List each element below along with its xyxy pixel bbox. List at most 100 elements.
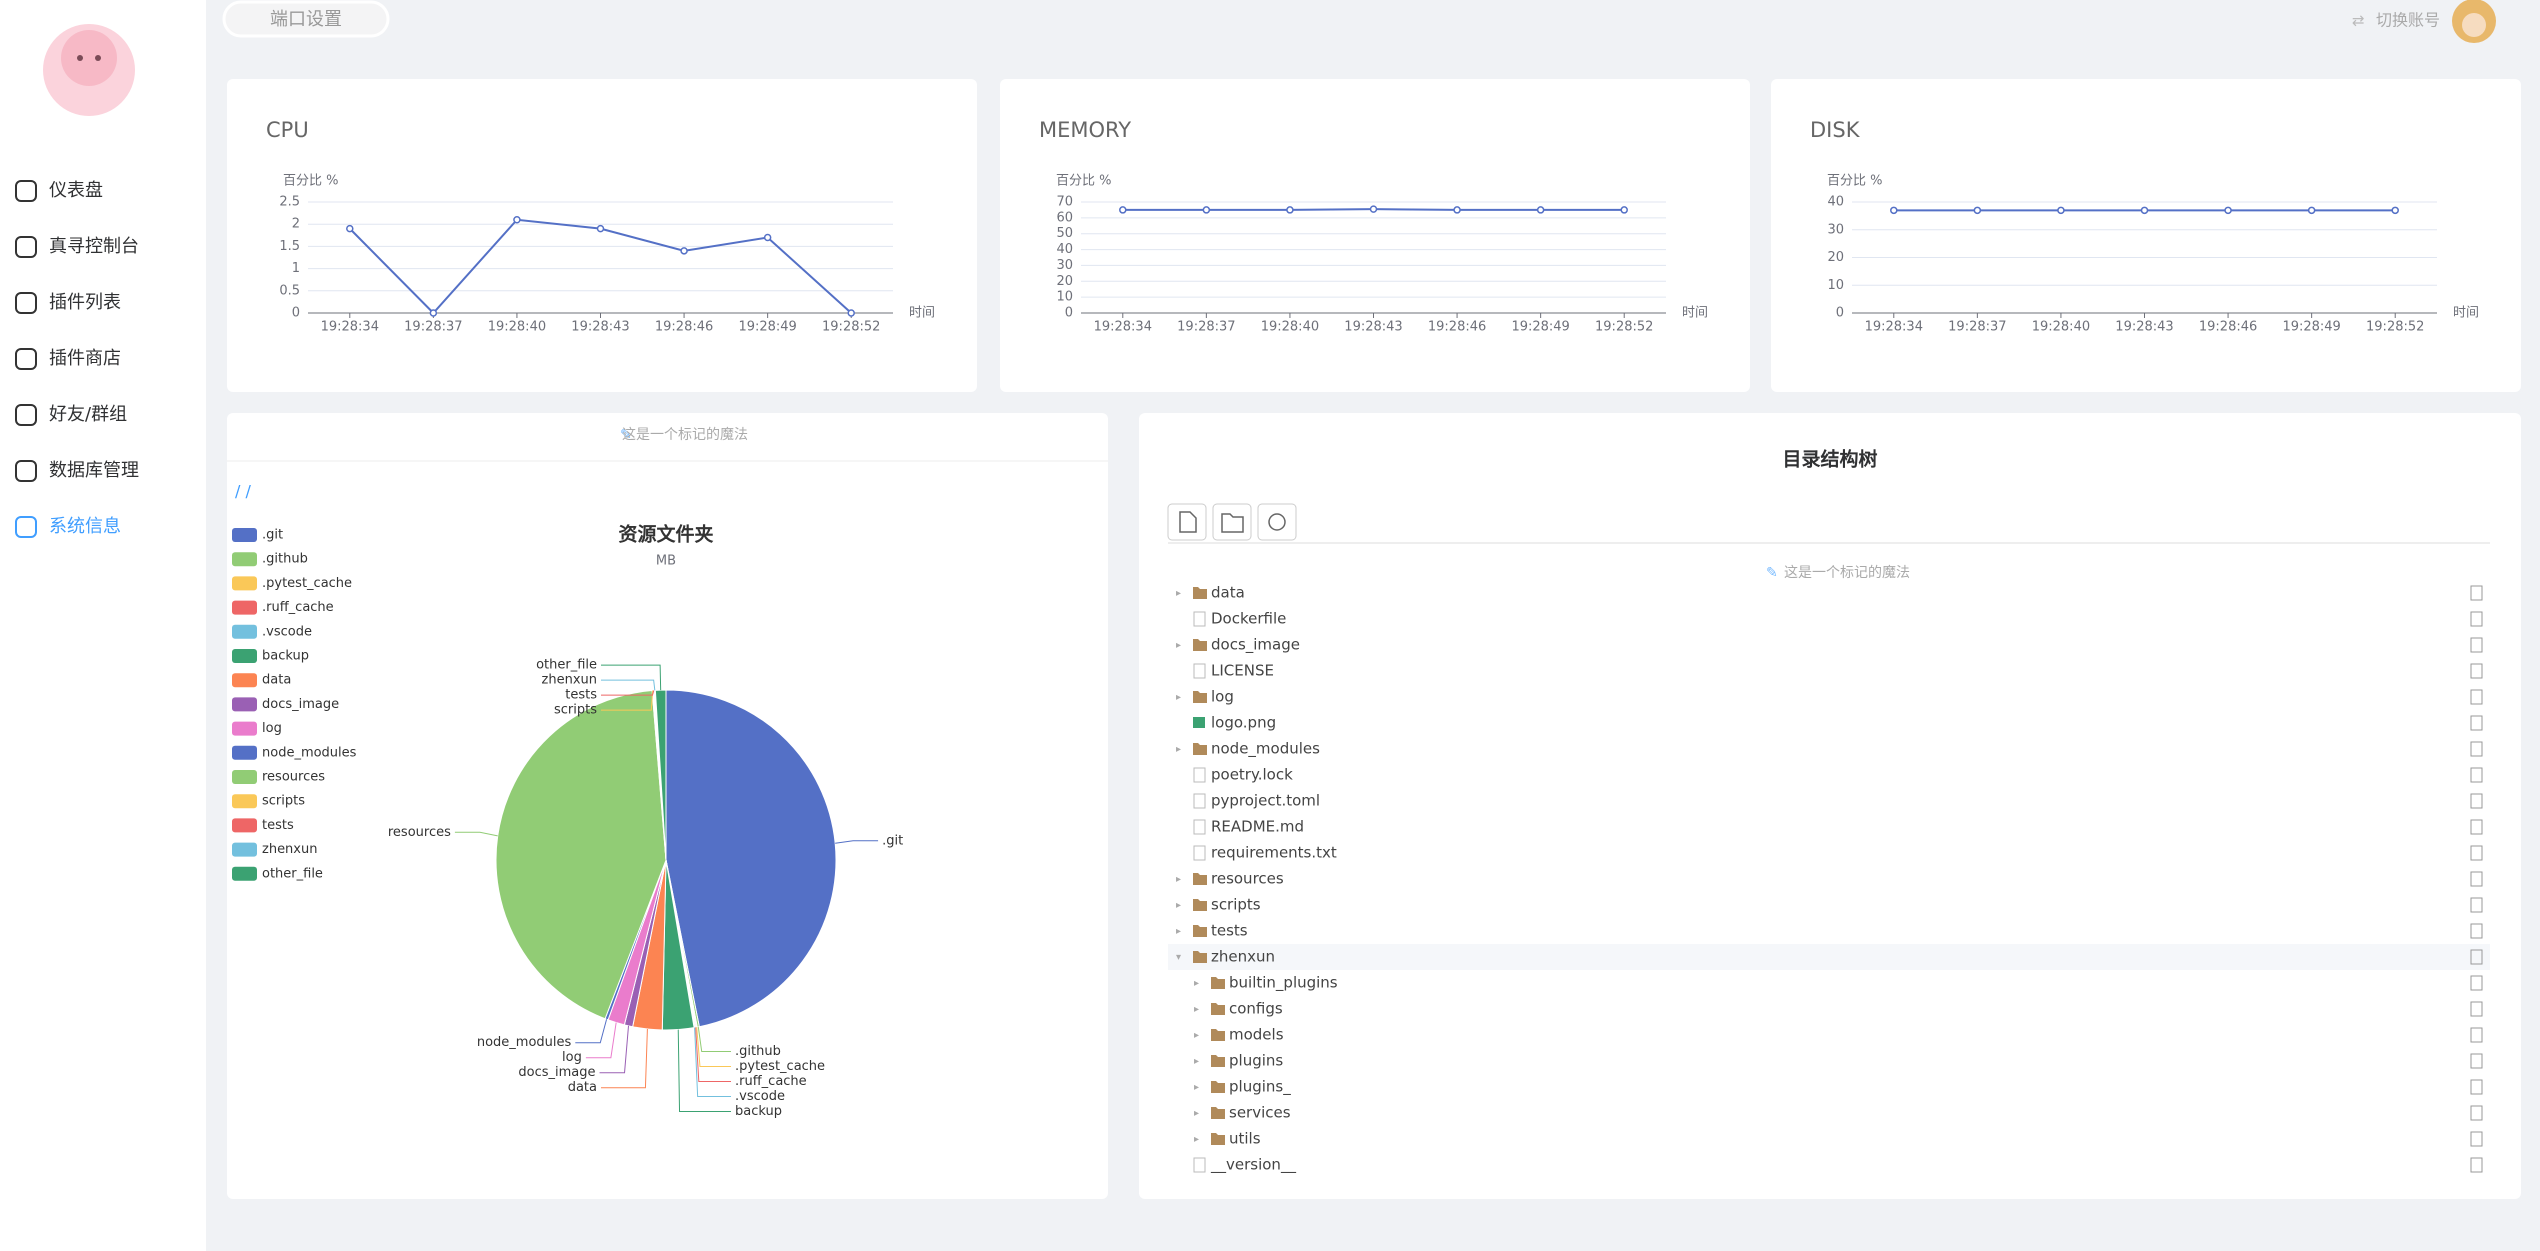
new-file-button[interactable] bbox=[1167, 503, 1207, 541]
folder-icon bbox=[1193, 873, 1207, 885]
menu-icon bbox=[15, 516, 37, 538]
legend-label[interactable]: .vscode bbox=[262, 624, 312, 639]
legend-label[interactable]: .github bbox=[262, 552, 308, 567]
tree-item[interactable]: models bbox=[1229, 1026, 1284, 1044]
label-line bbox=[585, 1022, 617, 1059]
x-tick-label: 19:28:37 bbox=[1177, 320, 1235, 335]
tree-item[interactable]: tests bbox=[1211, 922, 1248, 940]
legend-label[interactable]: tests bbox=[262, 818, 294, 833]
row-action[interactable] bbox=[2470, 871, 2483, 887]
menu-item[interactable]: 插件商店 bbox=[49, 348, 121, 369]
row-action[interactable] bbox=[2470, 897, 2483, 913]
row-action[interactable] bbox=[2470, 585, 2483, 601]
row-action[interactable] bbox=[2470, 1131, 2483, 1147]
folder-icon bbox=[1193, 925, 1207, 937]
row-action[interactable] bbox=[2470, 923, 2483, 939]
legend-label[interactable]: .pytest_cache bbox=[262, 576, 352, 591]
row-action[interactable] bbox=[2470, 1027, 2483, 1043]
tree-item[interactable]: poetry.lock bbox=[1211, 766, 1293, 784]
tree-item[interactable]: LICENSE bbox=[1211, 662, 1274, 680]
legend-label[interactable]: resources bbox=[262, 770, 325, 785]
pie-slice bbox=[665, 689, 837, 1028]
y-tick-label: 20 bbox=[1827, 250, 1844, 265]
menu-item[interactable]: 好友/群组 bbox=[49, 404, 127, 425]
chart-card bbox=[1771, 79, 2521, 392]
legend-label[interactable]: log bbox=[262, 721, 282, 736]
point bbox=[596, 224, 605, 233]
row-action[interactable] bbox=[2470, 611, 2483, 627]
row-action[interactable] bbox=[2470, 1001, 2483, 1017]
menu-item[interactable]: 插件列表 bbox=[49, 292, 121, 313]
row-action[interactable] bbox=[2470, 1157, 2483, 1173]
x-tick-label: 19:28:34 bbox=[1094, 320, 1152, 335]
row-action[interactable] bbox=[2470, 793, 2483, 809]
chart-title: DISK bbox=[1810, 118, 1861, 142]
new-folder-button[interactable] bbox=[1212, 503, 1252, 541]
point bbox=[1620, 206, 1628, 214]
menu-item[interactable]: 仪表盘 bbox=[49, 180, 103, 201]
row-action[interactable] bbox=[2470, 767, 2483, 783]
avatar-face bbox=[2462, 13, 2486, 37]
tree-item[interactable]: requirements.txt bbox=[1211, 844, 1337, 862]
legend-label[interactable]: other_file bbox=[262, 866, 323, 881]
x-tick-label: 19:28:46 bbox=[2199, 320, 2257, 335]
folder-icon bbox=[1193, 743, 1207, 755]
x-tick-label: 19:28:43 bbox=[571, 320, 629, 335]
tree-item[interactable]: Dockerfile bbox=[1211, 610, 1286, 628]
port-button[interactable] bbox=[222, 0, 390, 38]
tree-item[interactable]: pyproject.toml bbox=[1211, 792, 1320, 810]
legend-swatch bbox=[232, 745, 257, 760]
expand-arrow: ▸ bbox=[1194, 1056, 1199, 1067]
row-action[interactable] bbox=[2470, 1053, 2483, 1069]
menu-item[interactable]: 系统信息 bbox=[49, 516, 121, 537]
tree-item[interactable]: zhenxun bbox=[1211, 948, 1275, 966]
legend-label[interactable]: scripts bbox=[262, 794, 305, 809]
legend-label[interactable]: .ruff_cache bbox=[262, 600, 334, 615]
switch-account[interactable]: 切换账号 bbox=[2376, 11, 2440, 30]
menu-item[interactable]: 真寻控制台 bbox=[49, 236, 139, 257]
breadcrumb[interactable]: / / bbox=[235, 482, 251, 501]
refresh-button[interactable] bbox=[1257, 503, 1297, 541]
tree-item[interactable]: services bbox=[1229, 1104, 1291, 1122]
label-line bbox=[835, 840, 879, 844]
tree-item[interactable]: log bbox=[1211, 688, 1234, 706]
tree-item[interactable]: node_modules bbox=[1211, 740, 1320, 759]
tree-item[interactable]: utils bbox=[1229, 1130, 1261, 1148]
legend-label[interactable]: .git bbox=[262, 528, 283, 543]
row-action[interactable] bbox=[2470, 715, 2483, 731]
row-action[interactable] bbox=[2470, 689, 2483, 705]
row-action[interactable] bbox=[2470, 975, 2483, 991]
menu-item[interactable]: 数据库管理 bbox=[49, 460, 139, 481]
row-action[interactable] bbox=[2470, 741, 2483, 757]
legend-label[interactable]: node_modules bbox=[262, 745, 357, 760]
row-action[interactable] bbox=[2470, 663, 2483, 679]
tree-item[interactable]: configs bbox=[1229, 1000, 1283, 1018]
point bbox=[429, 309, 438, 317]
tree-item[interactable]: resources bbox=[1211, 870, 1284, 888]
tree-item[interactable]: builtin_plugins bbox=[1229, 974, 1338, 993]
row-action[interactable] bbox=[2470, 637, 2483, 653]
tree-item[interactable]: plugins_ bbox=[1229, 1078, 1291, 1097]
row-action[interactable] bbox=[2470, 845, 2483, 861]
tree-item[interactable]: plugins bbox=[1229, 1052, 1283, 1070]
folder-icon bbox=[1211, 1081, 1225, 1093]
tree-item[interactable]: docs_image bbox=[1211, 636, 1300, 655]
row-action[interactable] bbox=[2470, 1105, 2483, 1121]
tree-item[interactable]: data bbox=[1211, 584, 1245, 602]
menu-icon bbox=[15, 460, 37, 482]
tree-item[interactable]: __version__ bbox=[1210, 1156, 1296, 1175]
x-axis-name: 时间 bbox=[909, 306, 935, 321]
legend-swatch bbox=[232, 721, 257, 736]
tree-item[interactable]: logo.png bbox=[1211, 714, 1276, 732]
legend-label[interactable]: docs_image bbox=[262, 697, 339, 712]
legend-swatch bbox=[232, 818, 257, 833]
legend-label[interactable]: backup bbox=[262, 649, 309, 664]
legend-label[interactable]: data bbox=[262, 673, 291, 688]
tree-item[interactable]: README.md bbox=[1211, 818, 1304, 836]
refresh-icon bbox=[1268, 513, 1286, 531]
tree-item[interactable]: scripts bbox=[1211, 896, 1261, 914]
legend-label[interactable]: zhenxun bbox=[262, 842, 317, 857]
row-action[interactable] bbox=[2470, 949, 2483, 965]
row-action[interactable] bbox=[2470, 1079, 2483, 1095]
row-action[interactable] bbox=[2470, 819, 2483, 835]
